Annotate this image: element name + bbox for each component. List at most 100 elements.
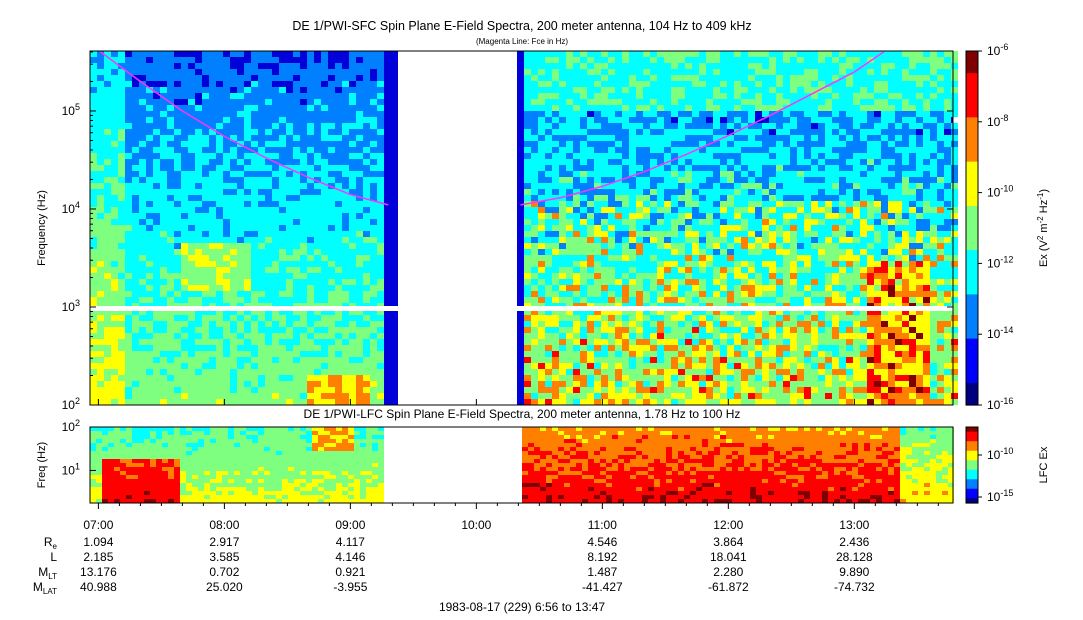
sfc-heatmap-cell (377, 153, 384, 159)
sfc-heatmap-cell (349, 387, 356, 393)
sfc-heatmap-cell (776, 321, 783, 327)
sfc-heatmap-cell (608, 375, 615, 381)
sfc-heatmap-cell (279, 327, 286, 333)
sfc-heatmap-cell (587, 231, 594, 237)
sfc-heatmap-cell (685, 225, 692, 231)
sfc-heatmap-cell (734, 297, 741, 303)
sfc-heatmap-cell (216, 255, 223, 261)
sfc-heatmap-cell (783, 243, 790, 249)
sfc-heatmap-cell (636, 225, 643, 231)
sfc-heatmap-cell (181, 285, 188, 291)
sfc-heatmap-cell (755, 267, 762, 273)
sfc-heatmap-cell (328, 225, 335, 231)
sfc-heatmap-cell (706, 339, 713, 345)
sfc-heatmap-cell (720, 297, 727, 303)
sfc-heatmap-cell (300, 237, 307, 243)
sfc-heatmap-cell (321, 261, 328, 267)
sfc-heatmap-cell (356, 153, 363, 159)
sfc-heatmap-cell (230, 399, 237, 405)
sfc-heatmap-cell (307, 345, 314, 351)
sfc-heatmap-cell (258, 357, 265, 363)
sfc-heatmap-cell (146, 315, 153, 321)
sfc-heatmap-cell (335, 321, 342, 327)
sfc-heatmap-cell (636, 93, 643, 99)
sfc-heatmap-cell (818, 165, 825, 171)
sfc-heatmap-cell (713, 333, 720, 339)
sfc-heatmap-cell (531, 297, 538, 303)
sfc-heatmap-cell (818, 273, 825, 279)
sfc-heatmap-cell (615, 309, 622, 315)
sfc-heatmap-cell (363, 81, 370, 87)
sfc-heatmap-cell (202, 147, 209, 153)
sfc-heatmap-cell (202, 339, 209, 345)
sfc-heatmap-cell (132, 195, 139, 201)
sfc-heatmap-cell (321, 141, 328, 147)
sfc-heatmap-cell (328, 183, 335, 189)
sfc-heatmap-cell (608, 135, 615, 141)
sfc-heatmap-cell (181, 381, 188, 387)
sfc-heatmap-cell (356, 279, 363, 285)
sfc-heatmap-cell (811, 189, 818, 195)
sfc-heatmap-cell (97, 351, 104, 357)
sfc-heatmap-cell (202, 345, 209, 351)
sfc-heatmap-cell (160, 309, 167, 315)
sfc-heatmap-cell (552, 237, 559, 243)
sfc-heatmap-cell (356, 321, 363, 327)
sfc-heatmap-cell (167, 123, 174, 129)
sfc-heatmap-cell (545, 393, 552, 399)
sfc-heatmap-cell (608, 57, 615, 63)
sfc-heatmap-cell (664, 267, 671, 273)
sfc-heatmap-cell (349, 255, 356, 261)
sfc-heatmap-cell (804, 363, 811, 369)
sfc-heatmap-cell (279, 93, 286, 99)
sfc-heatmap-cell (111, 267, 118, 273)
sfc-heatmap-cell (783, 153, 790, 159)
chart-title: DE 1/PWI-SFC Spin Plane E-Field Spectra,… (292, 19, 751, 33)
sfc-heatmap-cell (657, 195, 664, 201)
sfc-heatmap-cell (545, 225, 552, 231)
sfc-heatmap-cell (587, 351, 594, 357)
sfc-heatmap-cell (370, 141, 377, 147)
sfc-heatmap-cell (300, 285, 307, 291)
sfc-heatmap-cell (629, 327, 636, 333)
sfc-heatmap-cell (258, 273, 265, 279)
sfc-heatmap-cell (174, 255, 181, 261)
sfc-heatmap-cell (244, 171, 251, 177)
sfc-heatmap-cell (342, 381, 349, 387)
sfc-heatmap-cell (636, 327, 643, 333)
sfc-heatmap-cell (230, 51, 237, 57)
sfc-heatmap-cell (671, 153, 678, 159)
sfc-heatmap-cell (713, 267, 720, 273)
sfc-heatmap-cell (608, 207, 615, 213)
sfc-heatmap-cell (279, 345, 286, 351)
sfc-heatmap-cell (755, 291, 762, 297)
sfc-heatmap-cell (538, 387, 545, 393)
sfc-heatmap-cell (727, 249, 734, 255)
sfc-heatmap-cell (636, 75, 643, 81)
sfc-heatmap-cell (797, 273, 804, 279)
sfc-heatmap-cell (195, 297, 202, 303)
sfc-heatmap-cell (363, 339, 370, 345)
sfc-heatmap-cell (132, 159, 139, 165)
sfc-heatmap-cell (321, 213, 328, 219)
sfc-heatmap-cell (104, 213, 111, 219)
sfc-heatmap-cell (657, 351, 664, 357)
sfc-heatmap-cell (587, 309, 594, 315)
sfc-heatmap-cell (727, 381, 734, 387)
sfc-heatmap-cell (671, 255, 678, 261)
sfc-heatmap-cell (258, 81, 265, 87)
sfc-heatmap-cell (650, 231, 657, 237)
sfc-heatmap-cell (538, 189, 545, 195)
sfc-heatmap-cell (524, 315, 531, 321)
sfc-heatmap-cell (244, 129, 251, 135)
sfc-heatmap-cell (636, 87, 643, 93)
sfc-heatmap-cell (244, 177, 251, 183)
sfc-heatmap-cell (223, 339, 230, 345)
sfc-heatmap-cell (314, 153, 321, 159)
sfc-heatmap-cell (307, 213, 314, 219)
sfc-heatmap-cell (97, 327, 104, 333)
sfc-heatmap-cell (797, 87, 804, 93)
sfc-heatmap-cell (230, 153, 237, 159)
sfc-heatmap-cell (573, 147, 580, 153)
